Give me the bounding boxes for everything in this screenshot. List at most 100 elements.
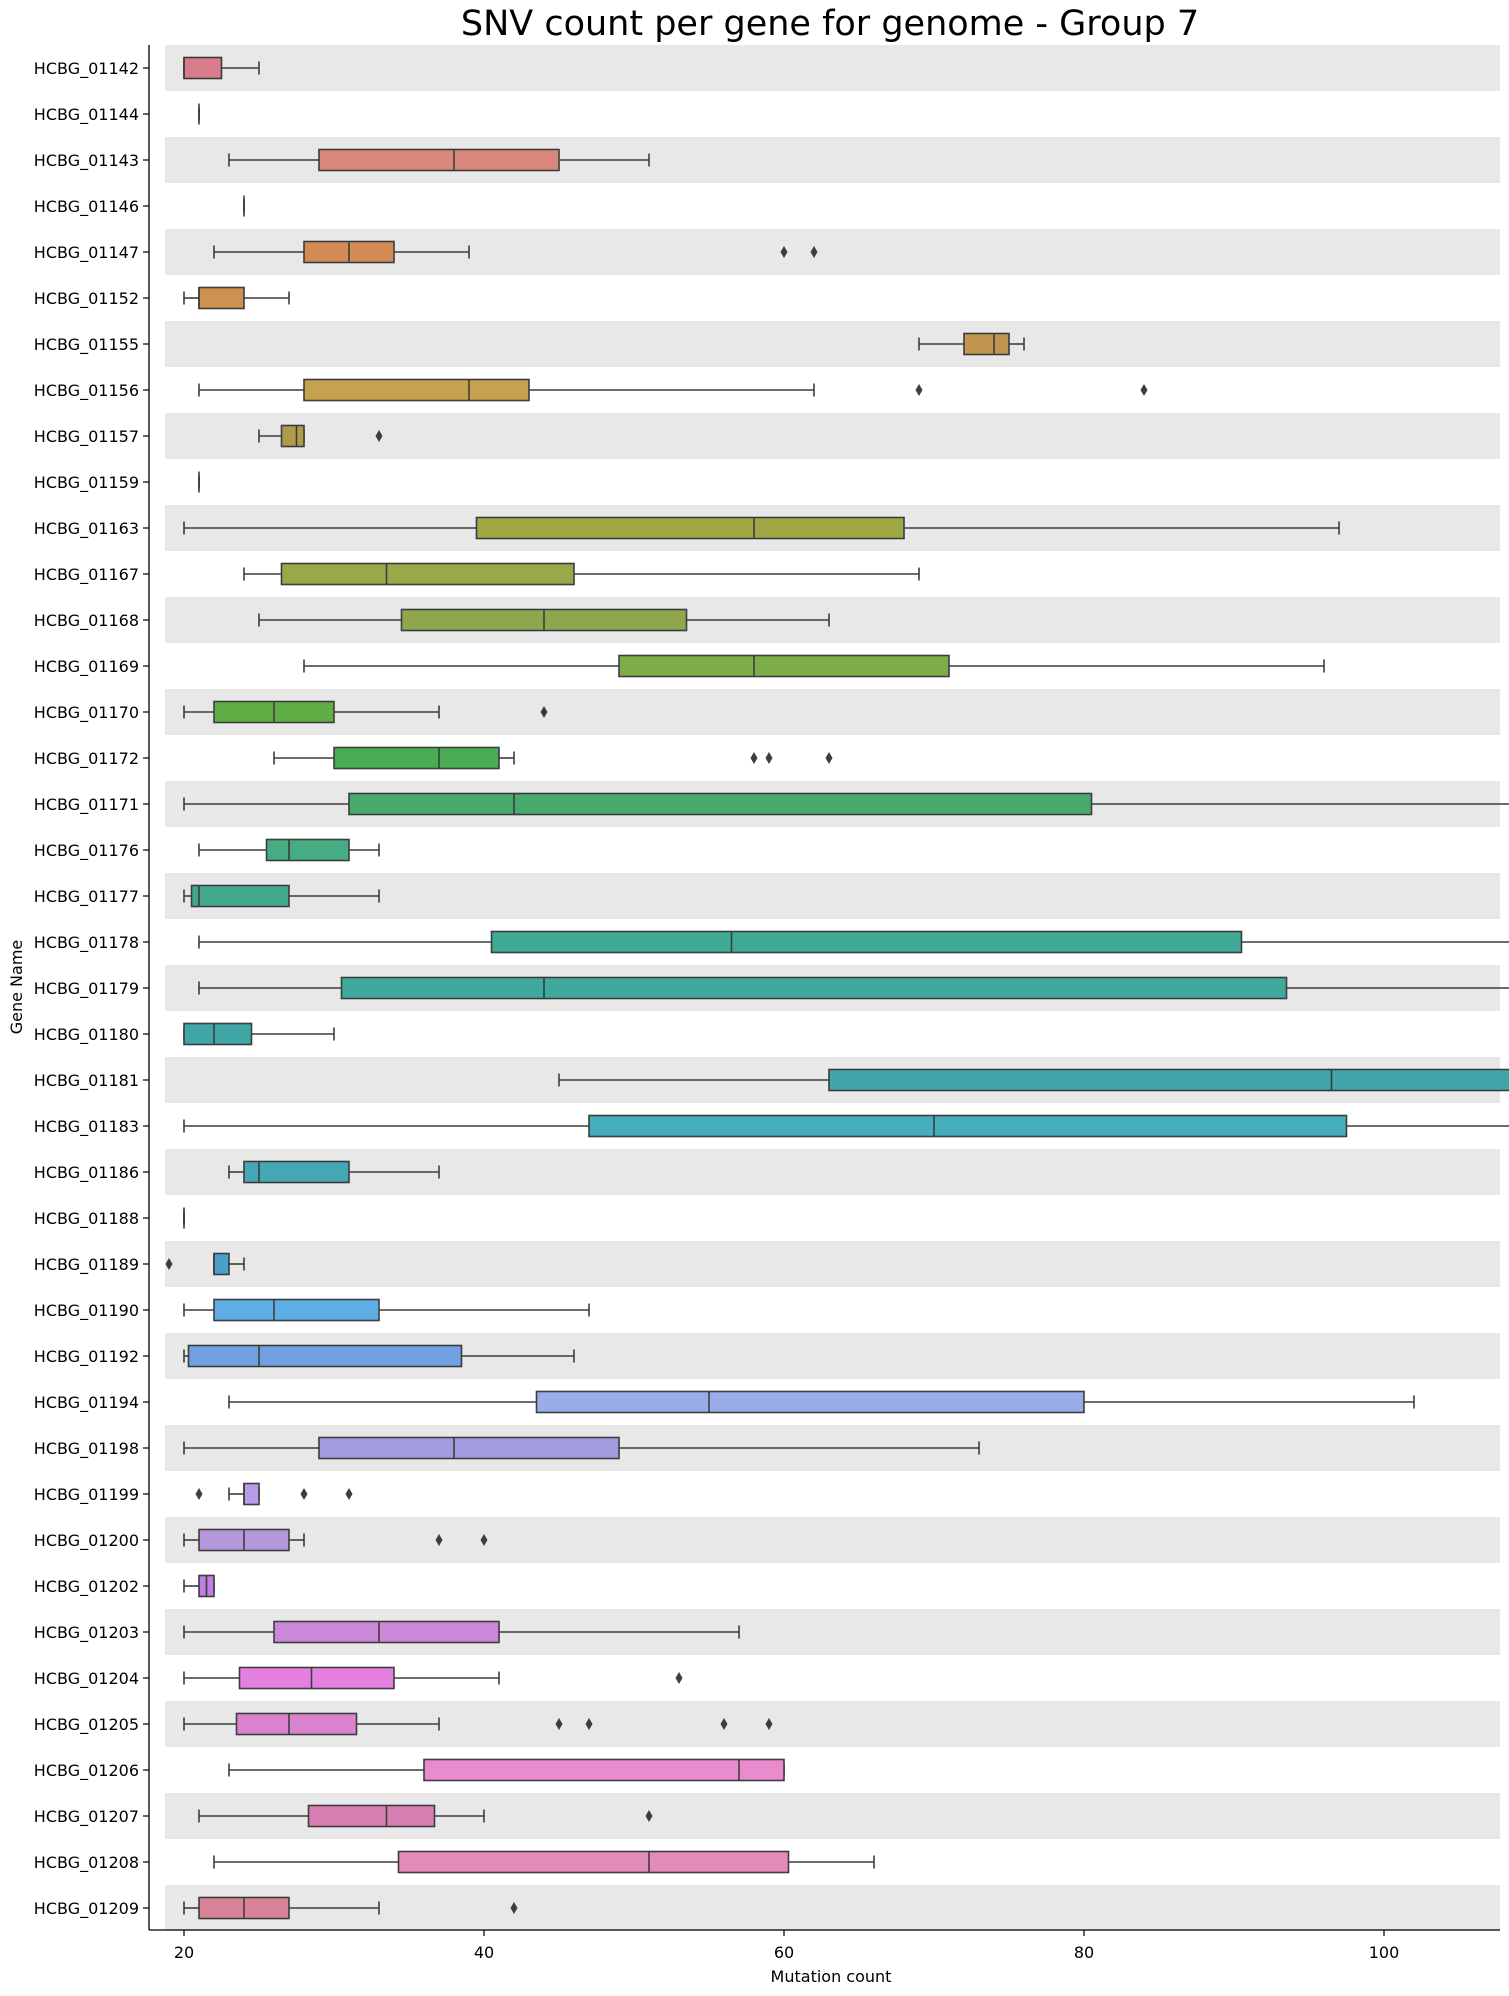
- y-tick-label: HCBG_01208: [34, 1853, 139, 1873]
- row-band: [165, 873, 1500, 919]
- outlier-point: [675, 1672, 683, 1684]
- outlier-point: [195, 1488, 203, 1500]
- outlier-point: [645, 1810, 653, 1822]
- outlier-point: [345, 1488, 353, 1500]
- box-hcbg-01170: [183, 700, 548, 724]
- box-hcbg-01157: [258, 424, 383, 448]
- y-tick-label: HCBG_01179: [34, 979, 139, 999]
- box-hcbg-01169: [303, 654, 1325, 678]
- box-iqr: [243, 1482, 260, 1506]
- row-band: [165, 1885, 1500, 1931]
- box-iqr: [307, 1804, 436, 1828]
- box-iqr: [213, 1298, 380, 1322]
- y-tick-label: HCBG_01155: [34, 335, 139, 355]
- outlier-point: [540, 706, 548, 718]
- box-hcbg-01205: [183, 1712, 773, 1736]
- y-tick-label: HCBG_01181: [34, 1071, 139, 1091]
- outlier-point: [720, 1718, 728, 1730]
- box-iqr: [423, 1758, 785, 1782]
- chart-title: SNV count per gene for genome - Group 7: [460, 4, 1200, 44]
- y-ticks: HCBG_01142 HCBG_01144 HCBG_01143 HCBG_01146…: [34, 59, 149, 1919]
- box-hcbg-01192: [183, 1344, 575, 1368]
- outlier-point: [750, 752, 758, 764]
- box-iqr: [535, 1390, 1085, 1414]
- row-bands: [165, 45, 1500, 1931]
- x-tick-label: 40: [474, 1943, 494, 1962]
- y-tick-label: HCBG_01156: [34, 381, 139, 401]
- box-iqr: [183, 56, 223, 80]
- box-hcbg-01143: [228, 148, 650, 172]
- box-hcbg-01167: [243, 562, 920, 586]
- outlier-point: [825, 752, 833, 764]
- box-hcbg-01147: [213, 240, 818, 264]
- box-iqr: [475, 516, 905, 540]
- box-hcbg-01203: [183, 1620, 740, 1644]
- box-hcbg-01207: [198, 1804, 653, 1828]
- box-hcbg-01163: [183, 516, 1340, 540]
- x-tick-label: 100: [1369, 1943, 1400, 1962]
- box-hcbg-01156: [198, 378, 1148, 402]
- box-hcbg-01206: [228, 1758, 785, 1782]
- box-iqr: [318, 1436, 620, 1460]
- box-iqr: [213, 1252, 230, 1276]
- outlier-point: [585, 1718, 593, 1730]
- box-iqr: [187, 1344, 463, 1368]
- y-tick-label: HCBG_01142: [34, 59, 139, 79]
- y-tick-label: HCBG_01143: [34, 151, 139, 171]
- box-iqr: [273, 1620, 500, 1644]
- box-hcbg-01190: [183, 1298, 590, 1322]
- y-tick-label: HCBG_01172: [34, 749, 139, 769]
- y-tick-label: HCBG_01204: [34, 1669, 139, 1689]
- row-band: [165, 45, 1500, 91]
- y-tick-label: HCBG_01186: [34, 1163, 139, 1183]
- y-tick-label: HCBG_01200: [34, 1531, 139, 1551]
- box-iqr: [318, 148, 560, 172]
- y-tick-label: HCBG_01202: [34, 1577, 139, 1597]
- y-tick-label: HCBG_01157: [34, 427, 139, 447]
- box-iqr: [198, 286, 245, 310]
- box-hcbg-01142: [183, 56, 260, 80]
- box-hcbg-01178: [198, 930, 1509, 954]
- y-tick-label: HCBG_01163: [34, 519, 139, 539]
- y-tick-label: HCBG_01183: [34, 1117, 139, 1137]
- y-tick-label: HCBG_01194: [34, 1393, 139, 1413]
- y-tick-label: HCBG_01192: [34, 1347, 139, 1367]
- outlier-point: [435, 1534, 443, 1546]
- outlier-point: [915, 384, 923, 396]
- x-tick-label: 80: [1074, 1943, 1094, 1962]
- box-iqr: [303, 378, 530, 402]
- box-hcbg-01180: [183, 1022, 335, 1046]
- box-hcbg-01168: [258, 608, 830, 632]
- box-hcbg-01155: [918, 332, 1025, 356]
- y-tick-label: HCBG_01207: [34, 1807, 139, 1827]
- box-hcbg-01183: [183, 1114, 1509, 1138]
- box-hcbg-01179: [198, 976, 1509, 1000]
- box-hcbg-01176: [198, 838, 380, 862]
- x-ticks: 20406080100120140160180: [174, 1930, 1400, 1962]
- y-axis-label: Gene Name: [7, 940, 26, 1035]
- outlier-point: [780, 246, 788, 258]
- y-tick-label: HCBG_01147: [34, 243, 139, 263]
- box-hcbg-01152: [183, 286, 290, 310]
- box-hcbg-01198: [183, 1436, 980, 1460]
- y-tick-label: HCBG_01180: [34, 1025, 139, 1045]
- y-tick-label: HCBG_01198: [34, 1439, 139, 1459]
- box-hcbg-01172: [273, 746, 833, 770]
- y-tick-label: HCBG_01159: [34, 473, 139, 493]
- box-hcbg-01189: [165, 1252, 245, 1276]
- outlier-point: [810, 246, 818, 258]
- box-hcbg-01209: [183, 1896, 518, 1920]
- box-iqr: [340, 976, 1288, 1000]
- y-tick-label: HCBG_01199: [34, 1485, 139, 1505]
- outlier-point: [375, 430, 383, 442]
- box-hcbg-01194: [228, 1390, 1415, 1414]
- box-iqr: [828, 1068, 1509, 1092]
- box-plots: [165, 56, 1509, 1920]
- box-hcbg-01200: [183, 1528, 488, 1552]
- box-hcbg-01181: [558, 1068, 1509, 1092]
- y-tick-label: HCBG_01206: [34, 1761, 139, 1781]
- outlier-point: [165, 1258, 173, 1270]
- row-band: [165, 413, 1500, 459]
- outlier-point: [765, 752, 773, 764]
